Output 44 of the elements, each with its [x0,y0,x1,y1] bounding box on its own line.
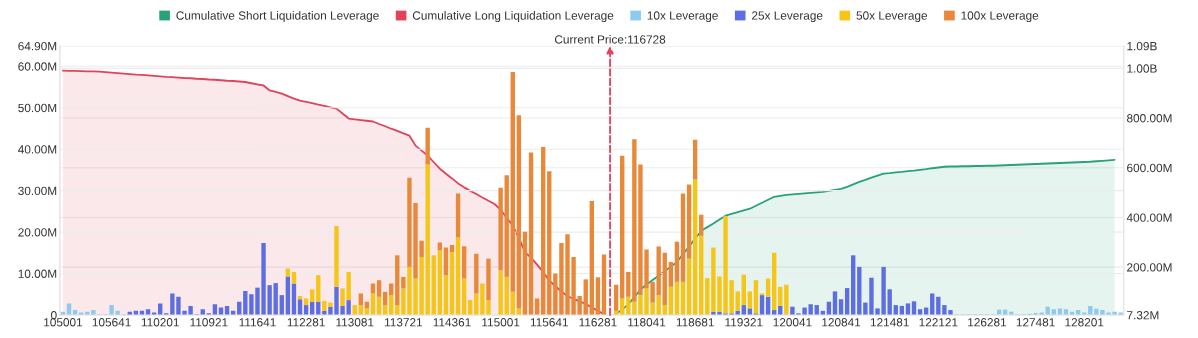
x-tick-label: 127481 [1016,318,1055,327]
y2-tick-label: 600.00M [1127,163,1172,173]
y-tick-label: 40.00M [18,145,57,154]
y2-tick-label: 1.09B [1127,42,1157,51]
legend-label: Cumulative Long Liquidation Leverage [412,11,614,23]
x-tick-label: 121481 [870,318,909,327]
x-tick-label: 118681 [676,318,714,327]
x-tick-label: 126281 [968,318,1007,327]
y-tick-label: 10.00M [18,269,57,278]
legend-label: 25x Leverage [752,11,823,23]
legend-label: Cumulative Short Liquidation Leverage [176,11,379,23]
text: Current Price:116728 [554,34,666,44]
x-tick-label: 105001 [44,318,83,327]
y2-tick-label: 800.00M [1127,114,1172,123]
x-tick-label: 119321 [725,318,763,327]
x-tick-label: 113081 [336,318,374,327]
y-tick-label: 30.00M [18,186,57,196]
y-tick-label: 50.00M [18,103,57,113]
legend-label: 10x Leverage [647,11,718,23]
x-tick-label: 111641 [239,318,276,327]
x-tick-label: 116281 [579,318,617,327]
x-tick-label: 112281 [287,318,325,327]
y-tick-label: 60.00M [18,62,57,71]
y2-tick-label: 200.00M [1127,263,1172,272]
y-tick-label: 20.00M [18,228,57,237]
y-tick-label: 0 [51,311,57,320]
x-tick-label: 114361 [433,318,471,327]
y2-tick-label: 7.32M [1127,311,1159,320]
legend-label: 50x Leverage [856,11,928,23]
x-tick-label: 113721 [385,318,423,327]
x-tick-label: 110921 [190,318,228,327]
x-tick-label: 120041 [773,318,812,327]
x-tick-label: 118041 [628,318,666,327]
x-tick-label: 105641 [92,318,131,327]
y-tick-label: 64.90M [18,42,57,51]
y2-tick-label: 400.00M [1126,213,1172,222]
x-tick-label: 115641 [530,318,568,327]
x-tick-label: 120841 [822,318,861,327]
x-tick-label: 122121 [919,318,958,327]
y2-tick-label: 1.00B [1127,64,1157,73]
x-tick-label: 128201 [1065,318,1104,327]
legend-label: 100x Leverage [961,11,1039,23]
x-tick-label: 115001 [482,318,520,327]
x-tick-label: 110201 [141,318,179,327]
